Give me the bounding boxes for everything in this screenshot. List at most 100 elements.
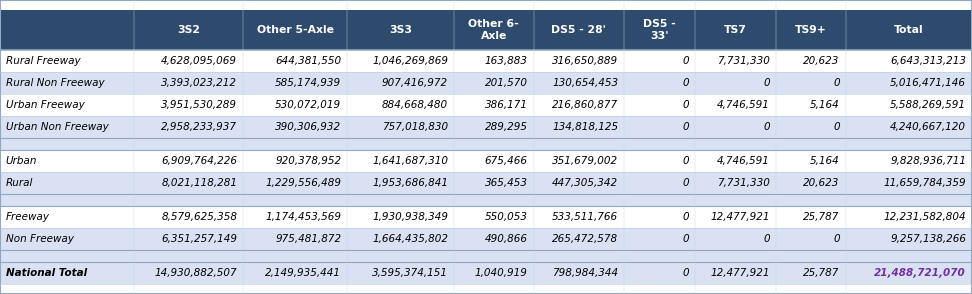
Text: 3,393,023,212: 3,393,023,212	[161, 78, 237, 88]
Text: 920,378,952: 920,378,952	[275, 156, 341, 166]
Bar	[347, 94, 454, 116]
Text: TS7: TS7	[724, 25, 746, 35]
Bar	[534, 228, 624, 250]
Bar	[454, 262, 534, 284]
Bar	[347, 116, 454, 138]
Bar	[846, 172, 972, 194]
Bar	[243, 10, 347, 50]
Bar	[624, 206, 695, 228]
Bar	[454, 150, 534, 172]
Text: 8,021,118,281: 8,021,118,281	[161, 178, 237, 188]
Bar	[347, 50, 454, 72]
Text: 9,828,936,711: 9,828,936,711	[890, 156, 966, 166]
Text: 0: 0	[682, 100, 689, 110]
Text: 975,481,872: 975,481,872	[275, 234, 341, 244]
Text: 25,787: 25,787	[804, 268, 840, 278]
Text: 2,958,233,937: 2,958,233,937	[161, 122, 237, 132]
Bar	[534, 262, 624, 284]
Bar	[454, 206, 534, 228]
Text: 2,149,935,441: 2,149,935,441	[265, 268, 341, 278]
Bar	[347, 172, 454, 194]
Text: 386,171: 386,171	[485, 100, 528, 110]
Text: 0: 0	[833, 122, 840, 132]
Text: 3,595,374,151: 3,595,374,151	[372, 268, 448, 278]
Bar	[624, 228, 695, 250]
Text: 4,746,591: 4,746,591	[717, 100, 770, 110]
Bar	[534, 150, 624, 172]
Bar	[695, 94, 776, 116]
Text: 3,951,530,289: 3,951,530,289	[161, 100, 237, 110]
Bar	[243, 228, 347, 250]
Bar	[534, 72, 624, 94]
Text: 0: 0	[682, 268, 689, 278]
Text: 163,883: 163,883	[485, 56, 528, 66]
Text: 14,930,882,507: 14,930,882,507	[155, 268, 237, 278]
Bar	[0, 72, 134, 94]
Text: 0: 0	[763, 78, 770, 88]
Bar	[624, 116, 695, 138]
Bar	[846, 72, 972, 94]
Text: 5,588,269,591: 5,588,269,591	[890, 100, 966, 110]
Text: 265,472,578: 265,472,578	[552, 234, 618, 244]
Text: 0: 0	[682, 156, 689, 166]
Bar	[695, 206, 776, 228]
Bar	[347, 262, 454, 284]
Bar	[846, 94, 972, 116]
Bar	[776, 262, 846, 284]
Text: 1,664,435,802: 1,664,435,802	[372, 234, 448, 244]
Bar	[776, 116, 846, 138]
Bar	[243, 116, 347, 138]
Bar	[846, 228, 972, 250]
Bar	[454, 116, 534, 138]
Text: TS9+: TS9+	[795, 25, 826, 35]
Bar	[846, 10, 972, 50]
Text: Freeway: Freeway	[6, 212, 50, 222]
Text: 12,477,921: 12,477,921	[711, 268, 770, 278]
Bar	[776, 172, 846, 194]
Bar	[134, 116, 243, 138]
Text: 7,731,330: 7,731,330	[717, 178, 770, 188]
Bar	[243, 72, 347, 94]
Text: 216,860,877: 216,860,877	[552, 100, 618, 110]
Bar	[695, 72, 776, 94]
Bar	[624, 262, 695, 284]
Text: 4,628,095,069: 4,628,095,069	[161, 56, 237, 66]
Text: Total: Total	[894, 25, 923, 35]
Text: Rural: Rural	[6, 178, 33, 188]
Text: Non Freeway: Non Freeway	[6, 234, 74, 244]
Bar	[134, 206, 243, 228]
Bar	[243, 150, 347, 172]
Bar	[846, 116, 972, 138]
Text: 5,164: 5,164	[810, 156, 840, 166]
Text: 0: 0	[682, 234, 689, 244]
Text: 757,018,830: 757,018,830	[382, 122, 448, 132]
Bar	[624, 72, 695, 94]
Bar	[0, 116, 134, 138]
Bar	[534, 94, 624, 116]
Text: 0: 0	[682, 212, 689, 222]
Text: 12,477,921: 12,477,921	[711, 212, 770, 222]
Text: 365,453: 365,453	[485, 178, 528, 188]
Text: Other 6-
Axle: Other 6- Axle	[469, 19, 519, 41]
Bar	[776, 94, 846, 116]
Text: 0: 0	[763, 122, 770, 132]
Text: 0: 0	[833, 78, 840, 88]
Bar	[134, 50, 243, 72]
Bar	[347, 228, 454, 250]
Bar	[0, 50, 134, 72]
Text: 0: 0	[682, 178, 689, 188]
Text: 3S2: 3S2	[177, 25, 200, 35]
Text: 351,679,002: 351,679,002	[552, 156, 618, 166]
Bar	[695, 172, 776, 194]
Text: 4,240,667,120: 4,240,667,120	[890, 122, 966, 132]
Bar	[695, 50, 776, 72]
Bar	[454, 228, 534, 250]
Text: 0: 0	[682, 78, 689, 88]
Text: 675,466: 675,466	[485, 156, 528, 166]
Bar	[454, 94, 534, 116]
Text: 490,866: 490,866	[485, 234, 528, 244]
Text: 530,072,019: 530,072,019	[275, 100, 341, 110]
Bar	[0, 194, 972, 206]
Bar	[243, 262, 347, 284]
Bar	[0, 262, 134, 284]
